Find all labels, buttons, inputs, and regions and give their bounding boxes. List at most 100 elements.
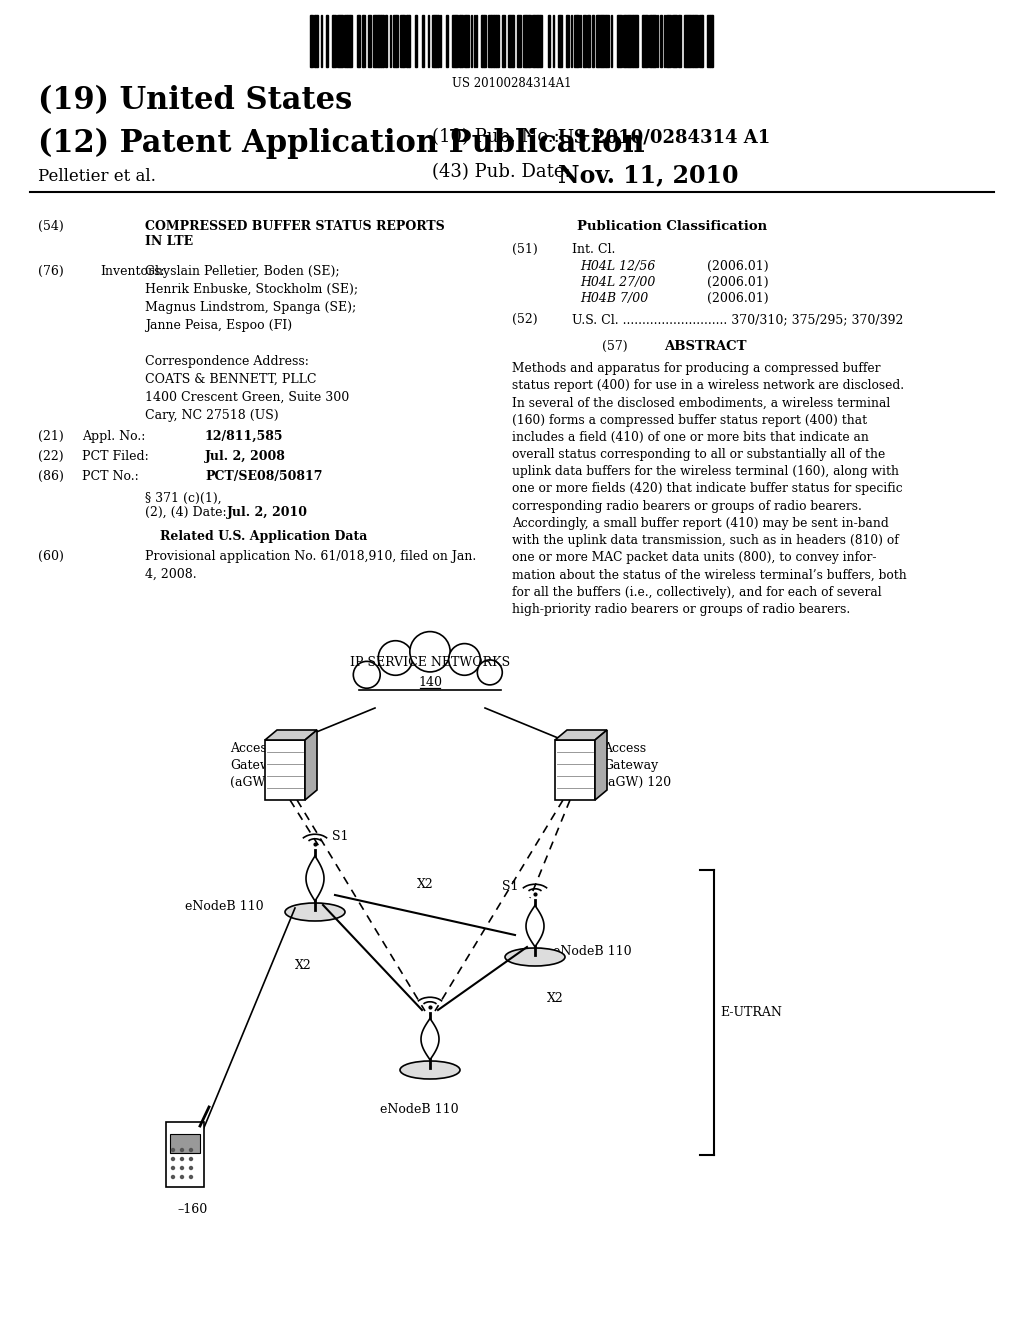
Bar xyxy=(690,15,693,67)
Text: H04L 27/00: H04L 27/00 xyxy=(580,276,655,289)
Circle shape xyxy=(188,1166,194,1171)
Text: Methods and apparatus for producing a compressed buffer
status report (400) for : Methods and apparatus for producing a co… xyxy=(512,362,906,616)
Text: (52): (52) xyxy=(512,313,538,326)
Text: (86): (86) xyxy=(38,470,63,483)
Text: US 2010/0284314 A1: US 2010/0284314 A1 xyxy=(558,128,770,147)
Circle shape xyxy=(188,1156,194,1162)
Text: –160: –160 xyxy=(177,1203,207,1216)
Ellipse shape xyxy=(285,903,345,921)
Bar xyxy=(630,15,633,67)
Text: eNodeB 110: eNodeB 110 xyxy=(553,945,632,958)
Circle shape xyxy=(171,1156,175,1162)
Bar xyxy=(620,15,622,67)
Text: (76): (76) xyxy=(38,265,63,279)
Bar xyxy=(484,15,486,67)
Text: eNodeB 110: eNodeB 110 xyxy=(185,900,263,913)
Ellipse shape xyxy=(505,948,565,966)
Text: (51): (51) xyxy=(512,243,538,256)
Bar xyxy=(347,15,350,67)
Bar xyxy=(643,15,646,67)
Text: Nov. 11, 2010: Nov. 11, 2010 xyxy=(558,162,738,187)
Text: (22): (22) xyxy=(38,450,63,463)
Bar xyxy=(560,15,562,67)
Bar xyxy=(464,15,466,67)
Text: (19) United States: (19) United States xyxy=(38,84,352,116)
Text: Access
Gateway
(aGW) 120: Access Gateway (aGW) 120 xyxy=(603,742,671,789)
Bar xyxy=(379,15,381,67)
Text: H04B 7/00: H04B 7/00 xyxy=(580,292,648,305)
Bar xyxy=(422,15,424,67)
Bar xyxy=(482,15,484,67)
Circle shape xyxy=(188,1175,194,1179)
Bar xyxy=(577,15,579,67)
Bar xyxy=(603,15,606,67)
Text: Ghyslain Pelletier, Boden (SE);
Henrik Enbuske, Stockholm (SE);
Magnus Lindstrom: Ghyslain Pelletier, Boden (SE); Henrik E… xyxy=(145,265,358,333)
Bar xyxy=(502,15,505,67)
Text: (2006.01): (2006.01) xyxy=(707,292,769,305)
Text: US 20100284314A1: US 20100284314A1 xyxy=(453,77,571,90)
Bar xyxy=(532,15,534,67)
Text: PCT No.:: PCT No.: xyxy=(82,470,138,483)
Bar xyxy=(574,15,577,67)
Text: Publication Classification: Publication Classification xyxy=(577,220,767,234)
Bar xyxy=(518,15,521,67)
Text: (60): (60) xyxy=(38,550,63,564)
Text: § 371 (c)(1),: § 371 (c)(1), xyxy=(145,492,221,506)
Bar xyxy=(540,15,542,67)
Bar xyxy=(666,15,668,67)
Text: Jul. 2, 2008: Jul. 2, 2008 xyxy=(205,450,286,463)
Text: S1: S1 xyxy=(502,880,518,894)
Bar xyxy=(456,15,458,67)
Polygon shape xyxy=(265,730,317,741)
Bar xyxy=(534,15,537,67)
Bar xyxy=(170,1134,200,1152)
Bar xyxy=(625,15,628,67)
Circle shape xyxy=(378,640,413,676)
Text: Provisional application No. 61/018,910, filed on Jan.
4, 2008.: Provisional application No. 61/018,910, … xyxy=(145,550,476,581)
Text: (21): (21) xyxy=(38,430,63,444)
Text: S1: S1 xyxy=(332,830,348,843)
Bar xyxy=(510,15,513,67)
Bar xyxy=(699,15,702,67)
Bar xyxy=(649,15,651,67)
Bar xyxy=(679,15,681,67)
Circle shape xyxy=(180,1156,184,1162)
Bar xyxy=(436,15,438,67)
Bar xyxy=(375,15,378,67)
Circle shape xyxy=(180,1148,184,1152)
Bar xyxy=(403,15,406,67)
Bar xyxy=(672,15,674,67)
Polygon shape xyxy=(305,730,317,800)
Bar xyxy=(446,15,449,67)
Text: X2: X2 xyxy=(547,993,563,1005)
Circle shape xyxy=(410,631,451,672)
Circle shape xyxy=(180,1166,184,1171)
Text: (2), (4) Date:: (2), (4) Date: xyxy=(145,506,226,519)
Bar xyxy=(350,15,352,67)
Bar xyxy=(583,15,586,67)
Bar xyxy=(618,15,620,67)
Bar xyxy=(393,15,396,67)
Circle shape xyxy=(449,644,480,676)
Bar xyxy=(668,15,671,67)
Bar xyxy=(381,15,383,67)
Bar xyxy=(362,15,365,67)
Text: Correspondence Address:
COATS & BENNETT, PLLC
1400 Crescent Green, Suite 300
Car: Correspondence Address: COATS & BENNETT,… xyxy=(145,355,349,422)
Text: eNodeB 110: eNodeB 110 xyxy=(380,1104,459,1115)
Text: Jul. 2, 2010: Jul. 2, 2010 xyxy=(227,506,308,519)
Text: U.S. Cl. ........................... 370/310; 375/295; 370/392: U.S. Cl. ........................... 370… xyxy=(572,313,903,326)
Bar xyxy=(494,15,496,67)
Bar xyxy=(606,15,609,67)
Text: ABSTRACT: ABSTRACT xyxy=(664,341,746,352)
Bar xyxy=(707,15,710,67)
Bar xyxy=(598,15,601,67)
Text: Int. Cl.: Int. Cl. xyxy=(572,243,615,256)
Text: X2: X2 xyxy=(417,878,433,891)
Bar xyxy=(400,15,403,67)
Bar xyxy=(344,15,347,67)
Bar xyxy=(368,15,371,67)
Text: Inventors:: Inventors: xyxy=(100,265,165,279)
Circle shape xyxy=(477,660,503,685)
Bar xyxy=(358,665,502,692)
Bar xyxy=(373,15,375,67)
